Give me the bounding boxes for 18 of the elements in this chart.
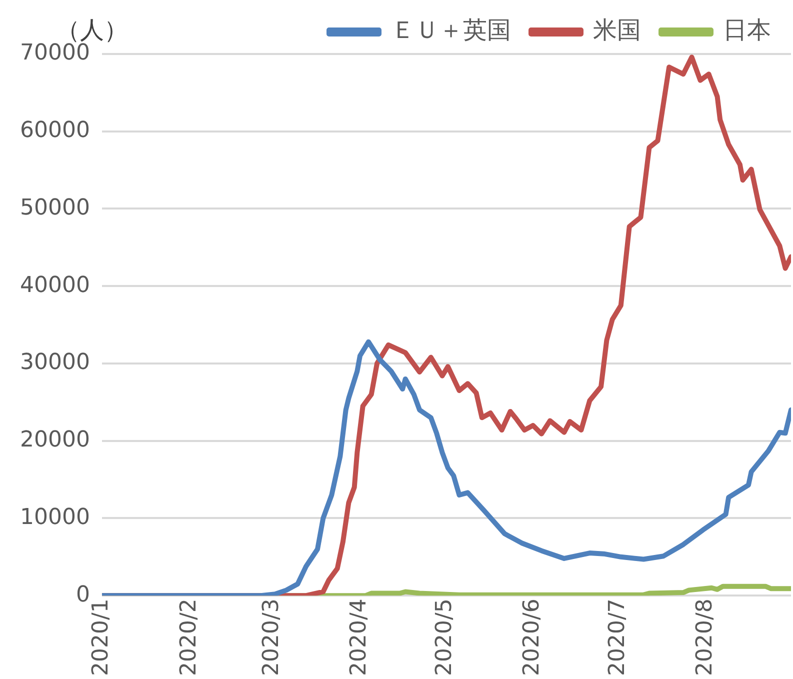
- y-tick-label: 50000: [20, 195, 90, 220]
- x-tick-label: 2020/7: [604, 598, 630, 676]
- legend-label: 米国: [593, 16, 641, 44]
- legend-label: ＥＵ＋英国: [391, 16, 511, 44]
- x-tick-label: 2020/5: [432, 598, 457, 676]
- x-tick-label: 2020/2: [176, 598, 202, 676]
- y-tick-label: 60000: [20, 118, 90, 144]
- y-tick-label: 20000: [20, 428, 90, 453]
- y-tick-label: 40000: [20, 272, 90, 298]
- x-tick-label: 2020/6: [520, 598, 545, 676]
- x-tick-label: 2020/3: [258, 598, 284, 676]
- legend-label: 日本: [723, 16, 771, 44]
- x-tick-label: 2020/1: [88, 598, 114, 676]
- y-tick-label: 10000: [20, 504, 90, 530]
- y-tick-label: 0: [76, 582, 90, 608]
- y-tick-label: 30000: [20, 350, 90, 376]
- x-tick-label: 2020/4: [346, 598, 372, 676]
- x-tick-label: 2020/8: [692, 598, 718, 676]
